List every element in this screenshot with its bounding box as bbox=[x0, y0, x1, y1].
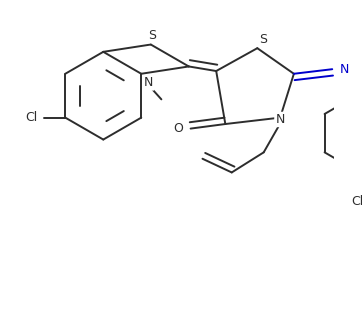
Text: Cl: Cl bbox=[352, 195, 362, 208]
Text: N: N bbox=[275, 113, 285, 126]
Text: N: N bbox=[340, 63, 349, 76]
Text: Cl: Cl bbox=[26, 111, 38, 124]
Text: S: S bbox=[259, 32, 267, 46]
Text: N: N bbox=[144, 76, 153, 90]
Text: S: S bbox=[148, 29, 156, 42]
Text: O: O bbox=[173, 122, 183, 135]
